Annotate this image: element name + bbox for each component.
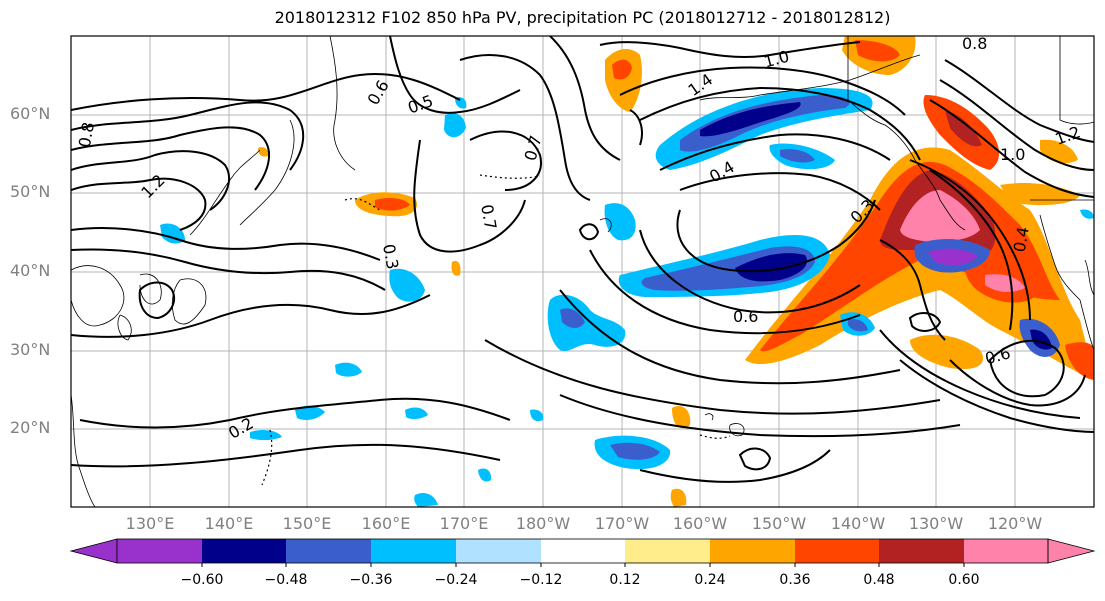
colorbar-tick-label: −0.60 [180,572,224,588]
colorbar-tick-label: −0.36 [349,572,393,588]
lon-label: 130°W [908,514,964,533]
colorbar [69,538,1096,567]
contour-label: 0.8 [962,34,987,53]
lon-label: 130°E [125,514,175,533]
lat-label: 60°N [10,104,51,123]
map-content [71,36,1094,507]
lon-label: 150°E [282,514,332,533]
lat-label: 30°N [10,340,51,359]
colorbar-tick-label: −0.12 [519,572,563,588]
lon-label: 120°W [987,514,1043,533]
contour-label: 1.0 [1000,145,1025,164]
lon-label: 180°W [515,514,571,533]
lon-label: 160°E [361,514,411,533]
colorbar-tick-label: −0.48 [264,572,308,588]
contour-label: 0.4 [1010,225,1033,253]
lon-label: 140°E [204,514,254,533]
lon-label: 140°W [830,514,886,533]
lat-label: 20°N [10,418,51,437]
coastlines [71,36,1094,507]
contour-label: 0.7 [477,203,500,231]
colorbar-tick-label: 0.36 [779,572,811,588]
island-outlines [261,174,731,486]
colorbar-tick-label: 0.24 [694,572,726,588]
colorbar-tick-label: 0.48 [863,572,895,588]
pv-contours [71,36,1094,483]
contour-label: 0.8 [75,121,98,149]
map-frame [70,35,1095,508]
contour-label: 0.6 [733,307,758,326]
map-title: 2018012312 F102 850 hPa PV, precipitatio… [274,8,891,27]
lon-label: 170°W [594,514,650,533]
colorbar-tick-label: 0.60 [948,572,980,588]
precip-negative [160,88,1094,507]
lon-label: 160°W [672,514,728,533]
lon-label: 150°W [751,514,807,533]
lon-label: 170°E [439,514,489,533]
colorbar-tick-label: 0.12 [609,572,641,588]
lat-label: 40°N [10,261,51,280]
colorbar-tick-label: −0.24 [434,572,478,588]
contour-label: 0.3 [379,243,402,271]
lat-label: 50°N [10,182,51,201]
